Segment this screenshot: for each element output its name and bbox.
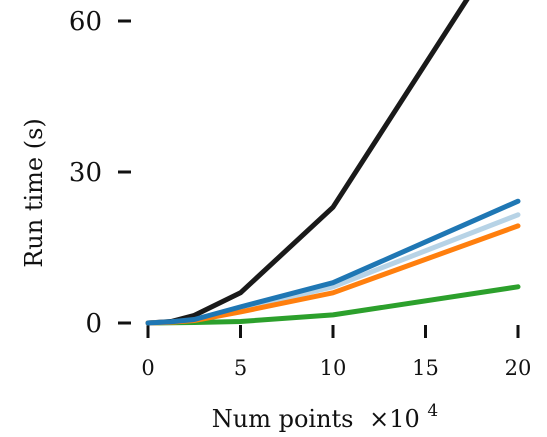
y-axis-title: Run time (s): [20, 118, 48, 268]
series-line-5: [145, 198, 521, 326]
x-tick-label: 20: [505, 356, 532, 380]
x-axis: 0 5 10 15 20: [141, 325, 531, 380]
x-axis-multiplier: ×10: [369, 405, 420, 433]
x-tick-label: 5: [234, 356, 247, 380]
x-axis-exponent: 4: [427, 401, 438, 421]
x-tick-label: 0: [141, 356, 154, 380]
y-axis: 0 30 60: [69, 7, 131, 339]
x-tick-label: 10: [320, 356, 347, 380]
x-tick-label: 15: [412, 356, 439, 380]
y-tick-label: 60: [69, 7, 102, 37]
series-line-3: [145, 212, 521, 326]
y-tick-label: 30: [69, 158, 102, 188]
series-line-1: [145, 0, 470, 326]
plot-lines: [145, 0, 521, 326]
x-axis-title-text: Num points: [212, 405, 354, 433]
y-tick-label: 0: [85, 309, 102, 339]
x-axis-title: Num points ×10 4: [212, 401, 439, 433]
